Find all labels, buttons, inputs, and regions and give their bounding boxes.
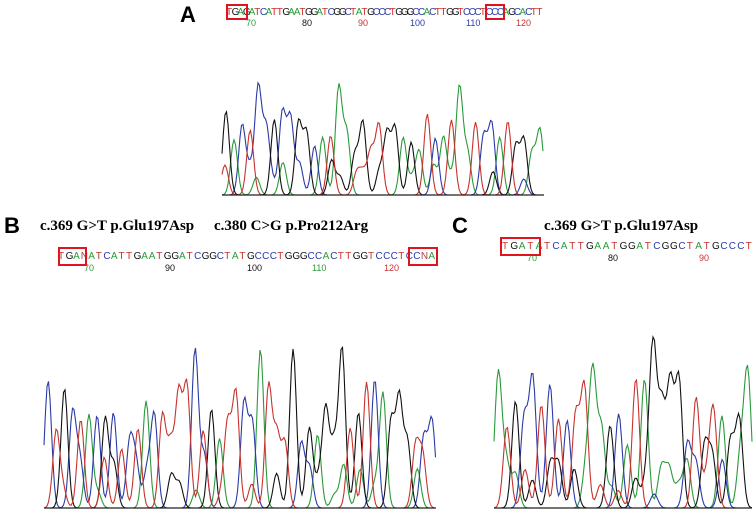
trace-line [43, 347, 437, 509]
mutation-label-c-1: c.369 G>T p.Glu197Asp [544, 218, 699, 234]
highlight-box-codon-197 [500, 237, 541, 256]
trace-line [493, 378, 752, 509]
position-label-90: 90 [165, 263, 176, 273]
trace-line [493, 362, 753, 509]
chromatogram-trace-a [221, 81, 544, 196]
trace-line [221, 83, 544, 196]
mutation-label-b-1: c.369 G>T p.Glu197Asp [40, 218, 195, 234]
highlight-box-codon-197 [58, 247, 87, 266]
position-label-70: 70 [84, 263, 95, 273]
highlight-box-codon-212 [485, 4, 505, 20]
panel-letter-b: B [4, 213, 20, 238]
highlight-box-codon-212 [408, 247, 438, 266]
position-label-120: 120 [516, 18, 532, 28]
position-label-80: 80 [302, 18, 313, 28]
trace-line [494, 373, 752, 509]
position-label-70: 70 [527, 253, 538, 263]
position-label-80: 80 [608, 253, 619, 263]
highlight-box-codon-197 [226, 4, 248, 20]
position-label-100: 100 [410, 18, 426, 28]
trace-line [43, 378, 436, 509]
position-label-110: 110 [466, 18, 481, 28]
mutation-label-b-2: c.380 C>G p.Pro212Arg [214, 218, 369, 234]
panel-letter-a: A [180, 2, 196, 27]
position-label-100: 100 [247, 263, 263, 273]
position-label-120: 120 [384, 263, 400, 273]
trace-line [494, 335, 753, 509]
position-label-90: 90 [699, 253, 710, 263]
chromatogram-trace-b [43, 345, 437, 509]
chromatogram-trace-c [493, 335, 753, 509]
panel-letter-c: C [452, 213, 468, 238]
position-label-90: 90 [358, 18, 369, 28]
position-label-70: 70 [246, 18, 257, 28]
position-label-110: 110 [312, 263, 327, 273]
